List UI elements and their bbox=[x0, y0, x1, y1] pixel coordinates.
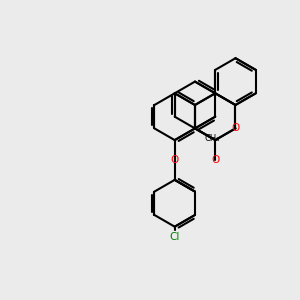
Text: O: O bbox=[231, 123, 240, 134]
Text: Cl: Cl bbox=[169, 232, 180, 242]
Text: O: O bbox=[211, 155, 219, 165]
Text: O: O bbox=[171, 155, 179, 165]
Text: CH₃: CH₃ bbox=[204, 134, 220, 143]
